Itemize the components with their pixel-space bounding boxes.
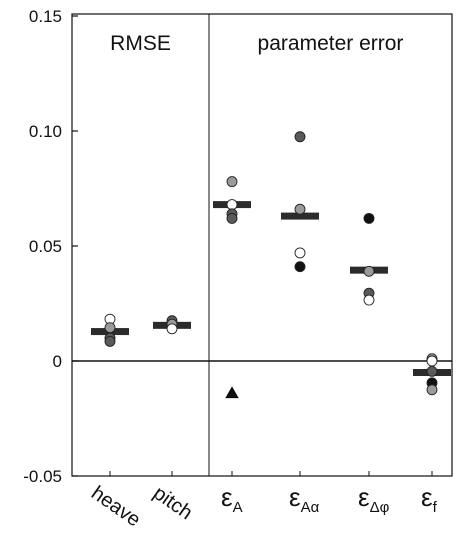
data-points	[104, 131, 438, 399]
y-tick-label: 0.15	[29, 7, 62, 26]
point-eDphi	[363, 212, 375, 224]
y-axis: 0.15 0.10 0.05 0 -0.05	[23, 7, 433, 486]
point-ef	[426, 365, 438, 377]
point-ef	[426, 384, 438, 396]
point-eA	[226, 212, 238, 224]
panel-label-parameter-error: parameter error	[258, 32, 404, 55]
point-eAa	[294, 261, 306, 273]
y-tick-label: 0.10	[29, 122, 62, 141]
x-label-ef: εf	[421, 482, 438, 516]
point-eA	[226, 176, 238, 188]
plot-border	[71, 13, 453, 477]
mean-bar-eAa	[281, 212, 319, 220]
y-tick-label: 0	[53, 352, 62, 371]
point-heave	[104, 322, 116, 334]
point-eA	[226, 199, 238, 211]
x-label-eAa: εAα	[289, 482, 320, 516]
x-label-eDphi: εΔφ	[358, 482, 390, 516]
point-eAa	[294, 131, 306, 143]
point-eDphi	[363, 265, 375, 277]
point-ef	[426, 355, 438, 367]
x-axis-labels: heave pitch εA εAα εΔφ εf	[87, 482, 437, 531]
y-tick-label: 0.05	[29, 237, 62, 256]
point-eAa	[294, 247, 306, 259]
point-pitch	[166, 323, 178, 335]
x-label-heave: heave	[87, 482, 144, 531]
panel-label-rmse: RMSE	[110, 32, 171, 55]
mean-bars	[91, 201, 451, 376]
panel-labels: RMSE parameter error	[110, 32, 403, 55]
x-label-eA: εA	[221, 482, 243, 516]
point-eDphi	[363, 294, 375, 306]
x-label-pitch: pitch	[149, 482, 196, 524]
point-triangle-eA	[225, 386, 239, 399]
point-eAa	[294, 203, 306, 215]
y-tick-label: -0.05	[23, 467, 62, 486]
plot-frame	[71, 13, 453, 477]
point-heave	[104, 336, 116, 347]
